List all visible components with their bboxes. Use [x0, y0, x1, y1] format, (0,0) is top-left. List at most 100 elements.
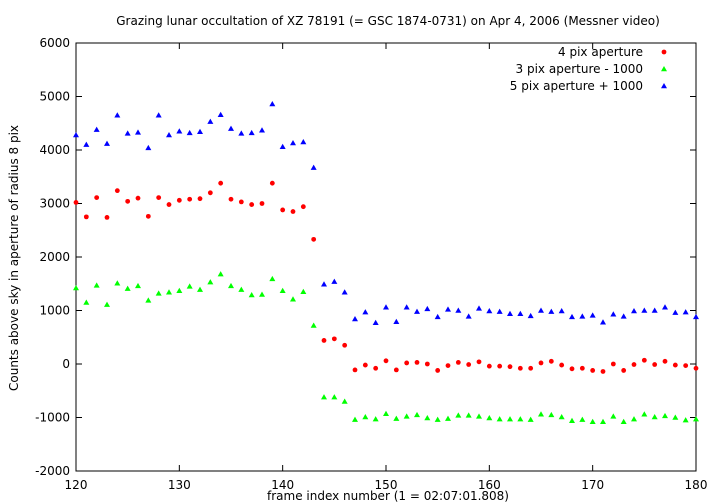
data-point	[589, 312, 596, 318]
data-point	[125, 198, 131, 204]
data-point	[155, 112, 162, 118]
y-axis-label: Counts above sky in aperture of radius 8…	[7, 125, 21, 391]
legend-marker	[661, 66, 667, 72]
data-point	[693, 365, 699, 371]
data-point	[145, 297, 152, 303]
data-point	[579, 416, 586, 422]
data-point	[155, 290, 162, 296]
y-axis: -2000 -1000 0 1000 2000 3000 4000 5000 6000	[35, 36, 696, 478]
y-tick-label: 6000	[39, 36, 70, 50]
data-point	[538, 307, 544, 313]
data-point	[114, 188, 120, 194]
data-point	[569, 366, 575, 372]
data-point	[114, 112, 121, 118]
series-2	[73, 100, 699, 326]
legend-marker	[661, 49, 667, 55]
data-point	[404, 360, 410, 366]
data-point	[83, 214, 89, 220]
data-point	[527, 416, 534, 422]
legend: 4 pix aperture 3 pix aperture - 1000 5 pix…	[510, 45, 667, 93]
y-tick-label: -2000	[35, 464, 70, 478]
data-point	[424, 361, 430, 367]
data-point	[352, 367, 358, 373]
series-1	[73, 271, 699, 425]
data-point	[259, 127, 265, 133]
data-point	[517, 365, 523, 371]
data-point	[682, 417, 689, 423]
data-point	[331, 278, 338, 284]
data-point	[682, 309, 689, 315]
data-point	[104, 301, 110, 307]
data-point	[156, 195, 162, 201]
data-point	[197, 286, 203, 292]
data-point	[166, 202, 172, 207]
data-point	[528, 365, 534, 371]
data-point	[259, 201, 265, 206]
data-point	[548, 411, 555, 418]
data-point	[259, 291, 265, 297]
data-point	[631, 308, 637, 314]
data-point	[486, 415, 493, 421]
data-point	[269, 180, 275, 186]
data-point	[445, 363, 451, 369]
data-point	[641, 411, 648, 417]
data-point	[269, 100, 276, 107]
data-point	[559, 362, 565, 368]
y-tick-label: 0	[62, 357, 70, 371]
data-point	[445, 306, 451, 312]
y-tick-label: 5000	[39, 90, 70, 104]
data-point	[176, 197, 182, 203]
data-point	[538, 411, 544, 417]
data-point	[445, 415, 451, 421]
data-point	[73, 200, 79, 205]
data-point	[424, 415, 431, 421]
data-point	[73, 285, 79, 291]
data-point	[290, 140, 296, 146]
data-point	[176, 287, 183, 293]
data-point	[249, 202, 255, 207]
data-point	[486, 308, 493, 314]
x-axis-label: frame index number (1 = 02:07:01.808)	[267, 489, 509, 503]
data-point	[207, 190, 213, 196]
data-point	[341, 398, 348, 404]
data-point	[383, 358, 389, 364]
data-point	[590, 368, 596, 373]
data-point	[569, 313, 575, 320]
data-point	[300, 204, 306, 210]
x-tick-label: 150	[375, 478, 398, 492]
data-point	[672, 414, 679, 420]
data-point	[538, 360, 544, 366]
data-point	[331, 394, 338, 400]
data-point	[362, 362, 368, 368]
data-point	[311, 236, 317, 242]
data-point	[414, 308, 420, 314]
data-point	[218, 180, 224, 186]
data-point	[352, 416, 358, 422]
data-point	[517, 310, 524, 316]
data-point	[558, 413, 565, 420]
data-point	[372, 319, 379, 326]
data-point	[300, 138, 307, 145]
data-point	[83, 299, 90, 305]
data-point	[207, 279, 214, 285]
data-point	[434, 416, 441, 422]
data-point	[248, 291, 255, 298]
data-point	[414, 359, 420, 365]
data-point	[166, 289, 172, 295]
x-tick-label: 140	[271, 478, 294, 492]
data-point	[496, 308, 503, 314]
data-point	[207, 118, 214, 124]
data-point	[93, 126, 100, 132]
data-point	[434, 313, 441, 320]
x-tick-label: 160	[478, 478, 501, 492]
legend-label: 5 pix aperture + 1000	[510, 79, 643, 93]
data-point	[620, 418, 627, 425]
y-tick-label: 3000	[39, 197, 70, 211]
data-point	[579, 313, 586, 319]
data-point	[217, 111, 224, 117]
legend-label: 4 pix aperture	[558, 45, 643, 59]
data-point	[393, 415, 400, 421]
data-point	[641, 307, 648, 313]
data-point	[393, 318, 400, 324]
